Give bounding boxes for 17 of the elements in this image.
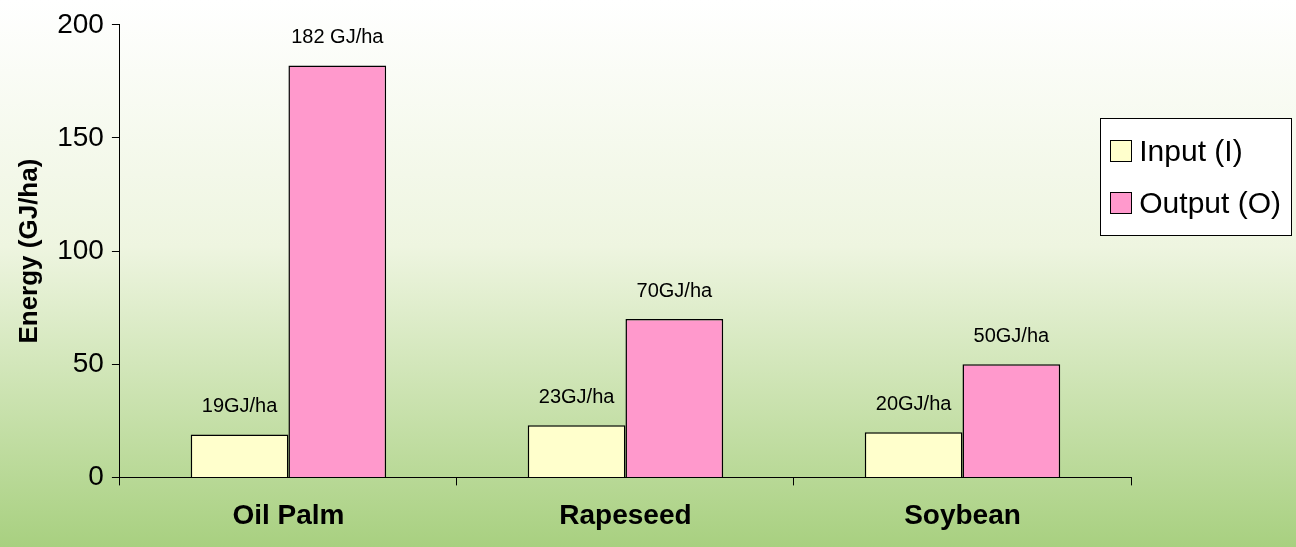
x-tick-label: Rapeseed — [559, 498, 692, 530]
x-tick-label: Soybean — [904, 498, 1021, 530]
y-tick-label: 0 — [88, 460, 104, 492]
data-label: 20GJ/ha — [875, 391, 953, 414]
y-axis-title: Energy (GJ/ha) — [12, 158, 43, 344]
y-tick-label: 200 — [57, 7, 104, 39]
y-tick-label: 150 — [57, 120, 104, 152]
legend-label: Output (O) — [1139, 185, 1281, 221]
y-tick-label: 100 — [57, 233, 104, 265]
data-label: 19GJ/ha — [201, 393, 279, 416]
legend-label: Input (I) — [1139, 133, 1243, 169]
x-tick-label: Oil Palm — [232, 498, 345, 530]
data-label: 70GJ/ha — [636, 278, 714, 301]
data-label: 50GJ/ha — [973, 323, 1051, 346]
data-label: 182 GJ/ha — [291, 25, 385, 48]
y-tick-label: 50 — [72, 346, 104, 378]
data-label: 23GJ/ha — [538, 384, 616, 407]
